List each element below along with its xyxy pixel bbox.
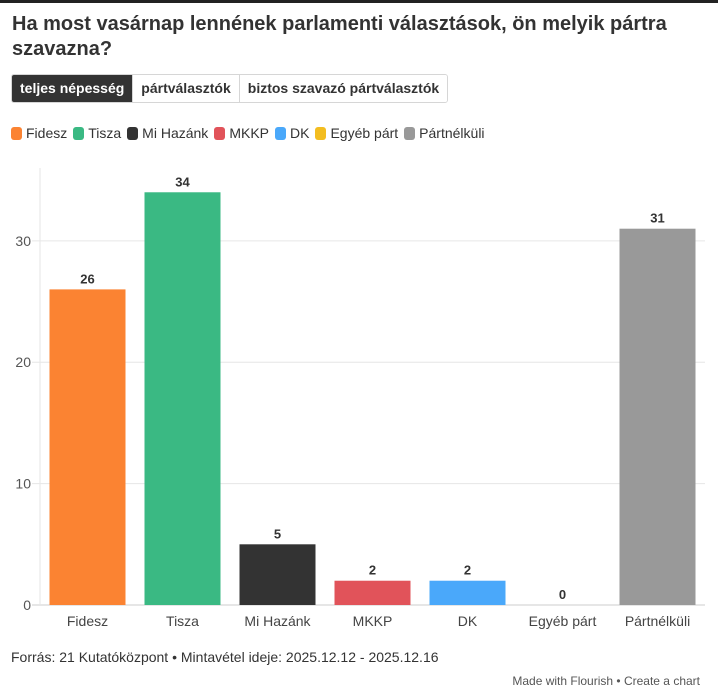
bar-dk	[429, 580, 506, 605]
x-tick-label: Fidesz	[67, 613, 108, 629]
x-tick-label: Pártnélküli	[625, 613, 690, 629]
legend-item-fidesz[interactable]: Fidesz	[11, 125, 67, 141]
legend-swatch	[127, 126, 139, 140]
data-label: 0	[559, 587, 566, 602]
bar-fidesz	[49, 289, 126, 605]
y-tick-label: 20	[15, 354, 31, 370]
population-tabs: teljes népesség pártválasztók biztos sza…	[11, 74, 449, 103]
data-label: 34	[175, 174, 190, 189]
legend-swatch	[275, 126, 286, 140]
x-tick-label: MKKP	[353, 613, 393, 629]
create-chart-link[interactable]: Create a chart	[623, 674, 700, 688]
legend-label: MKKP	[229, 125, 269, 141]
y-tick-label: 0	[23, 597, 31, 613]
bar-chart: 0 10 20 30 26 Fidesz 34 Tisza 5 Mi Hazánk 2 MKKP 2 DK…	[15, 168, 705, 629]
legend-label: Pártnélküli	[419, 125, 485, 141]
legend-label: DK	[290, 125, 310, 141]
tab-teljes-nepesseg[interactable]: teljes népesség	[12, 75, 134, 102]
x-tick-label: Egyéb párt	[529, 613, 597, 629]
chart-title: Ha most vasárnap lennének parlamenti vál…	[12, 13, 667, 60]
legend-item-mi-hazank[interactable]: Mi Hazánk	[127, 125, 208, 141]
bar-p-rtn-lk-li	[619, 228, 696, 605]
data-label: 26	[80, 271, 94, 286]
legend-item-mkkp[interactable]: MKKP	[214, 125, 269, 141]
tab-partvalasztok[interactable]: pártválasztók	[133, 75, 240, 102]
bar-tisza	[144, 192, 221, 605]
x-tick-label: Tisza	[166, 613, 199, 629]
top-border	[0, 0, 718, 3]
x-tick-label: Mi Hazánk	[244, 613, 311, 629]
legend: Fidesz Tisza Mi Hazánk MKKP DK Egyéb pár…	[11, 125, 491, 141]
y-tick-label: 10	[15, 476, 31, 492]
data-label: 2	[369, 563, 376, 578]
data-label: 31	[650, 211, 664, 226]
legend-item-tisza[interactable]: Tisza	[73, 125, 121, 141]
bar-mi-haz-nk	[239, 544, 316, 605]
legend-item-dk[interactable]: DK	[275, 125, 309, 141]
legend-swatch	[315, 126, 327, 140]
legend-swatch	[214, 126, 226, 140]
source-note: Forrás: 21 Kutatóközpont • Mintavétel id…	[11, 649, 439, 665]
y-tick-label: 30	[15, 233, 31, 249]
legend-label: Mi Hazánk	[142, 125, 209, 141]
legend-label: Fidesz	[26, 125, 68, 141]
bar-mkkp	[334, 580, 411, 605]
legend-swatch	[11, 126, 22, 140]
data-label: 5	[274, 526, 281, 541]
legend-label: Egyéb párt	[330, 125, 399, 141]
legend-item-partnelkuli[interactable]: Pártnélküli	[404, 125, 485, 141]
legend-item-egyeb-part[interactable]: Egyéb párt	[315, 125, 398, 141]
x-tick-label: DK	[458, 613, 478, 629]
legend-label: Tisza	[88, 125, 122, 141]
tab-biztos-szavazo[interactable]: biztos szavazó pártválasztók	[239, 75, 448, 102]
legend-swatch	[404, 126, 416, 140]
data-label: 2	[464, 563, 471, 578]
flourish-credit: Made with Flourish • Create a chart	[512, 674, 700, 688]
made-with-flourish-link[interactable]: Made with Flourish	[512, 674, 614, 688]
credit-separator: •	[613, 674, 624, 688]
legend-swatch	[73, 126, 85, 140]
